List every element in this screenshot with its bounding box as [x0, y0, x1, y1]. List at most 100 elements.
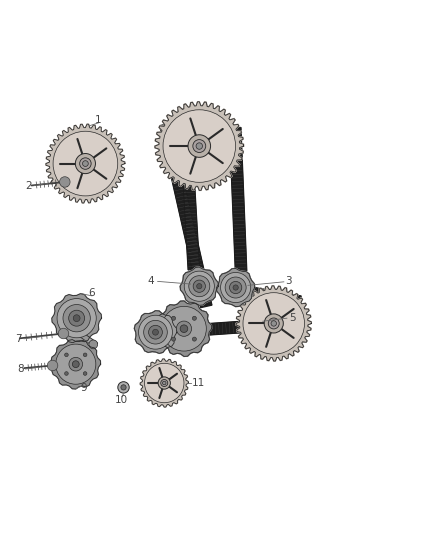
- Polygon shape: [251, 287, 301, 307]
- Circle shape: [268, 318, 279, 329]
- Polygon shape: [140, 359, 188, 407]
- Circle shape: [172, 337, 176, 341]
- Polygon shape: [156, 301, 212, 357]
- Circle shape: [177, 321, 191, 336]
- Circle shape: [148, 325, 162, 339]
- Polygon shape: [73, 329, 98, 345]
- Polygon shape: [134, 311, 177, 353]
- Circle shape: [188, 135, 211, 157]
- Circle shape: [138, 315, 173, 349]
- Text: 11: 11: [191, 378, 205, 388]
- Polygon shape: [230, 127, 247, 271]
- Circle shape: [243, 293, 304, 354]
- Polygon shape: [179, 108, 200, 270]
- Circle shape: [197, 284, 202, 289]
- Circle shape: [192, 337, 196, 341]
- Text: 9: 9: [80, 383, 87, 393]
- Circle shape: [177, 321, 191, 336]
- Circle shape: [264, 314, 283, 333]
- Polygon shape: [52, 294, 102, 343]
- Polygon shape: [162, 321, 244, 338]
- Circle shape: [192, 316, 196, 320]
- Text: 7: 7: [15, 334, 22, 344]
- Circle shape: [225, 277, 246, 298]
- Circle shape: [152, 329, 159, 335]
- Circle shape: [73, 315, 80, 321]
- Circle shape: [188, 135, 211, 157]
- Circle shape: [172, 316, 176, 320]
- Polygon shape: [46, 124, 125, 203]
- Circle shape: [233, 285, 238, 290]
- Text: 8: 8: [18, 365, 25, 374]
- Text: 2: 2: [25, 181, 32, 191]
- Text: 10: 10: [115, 394, 128, 405]
- Circle shape: [230, 281, 242, 294]
- Circle shape: [80, 158, 91, 169]
- Circle shape: [83, 372, 87, 375]
- Circle shape: [192, 337, 196, 341]
- Circle shape: [163, 110, 236, 182]
- Circle shape: [65, 353, 68, 357]
- Circle shape: [83, 353, 87, 357]
- Circle shape: [65, 372, 68, 375]
- Circle shape: [193, 280, 205, 292]
- Circle shape: [144, 320, 167, 344]
- Circle shape: [193, 140, 206, 152]
- Circle shape: [162, 306, 206, 351]
- Circle shape: [118, 382, 129, 393]
- Circle shape: [193, 140, 206, 152]
- Polygon shape: [156, 301, 212, 357]
- Circle shape: [89, 340, 98, 349]
- Circle shape: [180, 325, 188, 333]
- Ellipse shape: [57, 361, 81, 381]
- Circle shape: [69, 357, 83, 371]
- Polygon shape: [160, 123, 212, 308]
- Circle shape: [225, 277, 246, 298]
- Circle shape: [75, 154, 95, 174]
- Polygon shape: [236, 286, 311, 361]
- Circle shape: [53, 131, 118, 196]
- Circle shape: [196, 143, 202, 149]
- Circle shape: [161, 379, 168, 386]
- Polygon shape: [51, 340, 101, 389]
- Circle shape: [152, 329, 159, 335]
- Circle shape: [189, 276, 210, 297]
- Text: 5: 5: [289, 313, 296, 323]
- Circle shape: [230, 281, 242, 294]
- Circle shape: [243, 293, 304, 354]
- Polygon shape: [180, 267, 219, 305]
- Circle shape: [158, 377, 170, 389]
- Circle shape: [162, 381, 166, 385]
- Circle shape: [221, 272, 251, 303]
- Circle shape: [180, 325, 188, 333]
- Text: 6: 6: [88, 288, 95, 298]
- Circle shape: [69, 310, 85, 326]
- Circle shape: [56, 344, 96, 384]
- Circle shape: [57, 298, 96, 338]
- Circle shape: [221, 272, 251, 303]
- Polygon shape: [155, 102, 244, 190]
- Circle shape: [148, 325, 162, 339]
- Circle shape: [196, 143, 202, 149]
- Circle shape: [184, 271, 214, 301]
- Circle shape: [192, 316, 196, 320]
- Circle shape: [197, 284, 202, 289]
- Circle shape: [172, 316, 176, 320]
- Polygon shape: [134, 311, 177, 353]
- Circle shape: [144, 320, 167, 344]
- Polygon shape: [216, 269, 255, 306]
- Circle shape: [82, 160, 88, 166]
- Text: 4: 4: [148, 276, 155, 286]
- Circle shape: [63, 304, 90, 332]
- Circle shape: [58, 328, 69, 339]
- Ellipse shape: [162, 325, 190, 348]
- Text: 3: 3: [285, 276, 292, 286]
- Ellipse shape: [162, 325, 190, 348]
- Circle shape: [145, 364, 184, 403]
- Circle shape: [271, 321, 276, 326]
- Circle shape: [162, 306, 206, 351]
- Text: 1: 1: [95, 115, 102, 125]
- Circle shape: [121, 385, 126, 390]
- Circle shape: [193, 280, 205, 292]
- Circle shape: [184, 271, 214, 301]
